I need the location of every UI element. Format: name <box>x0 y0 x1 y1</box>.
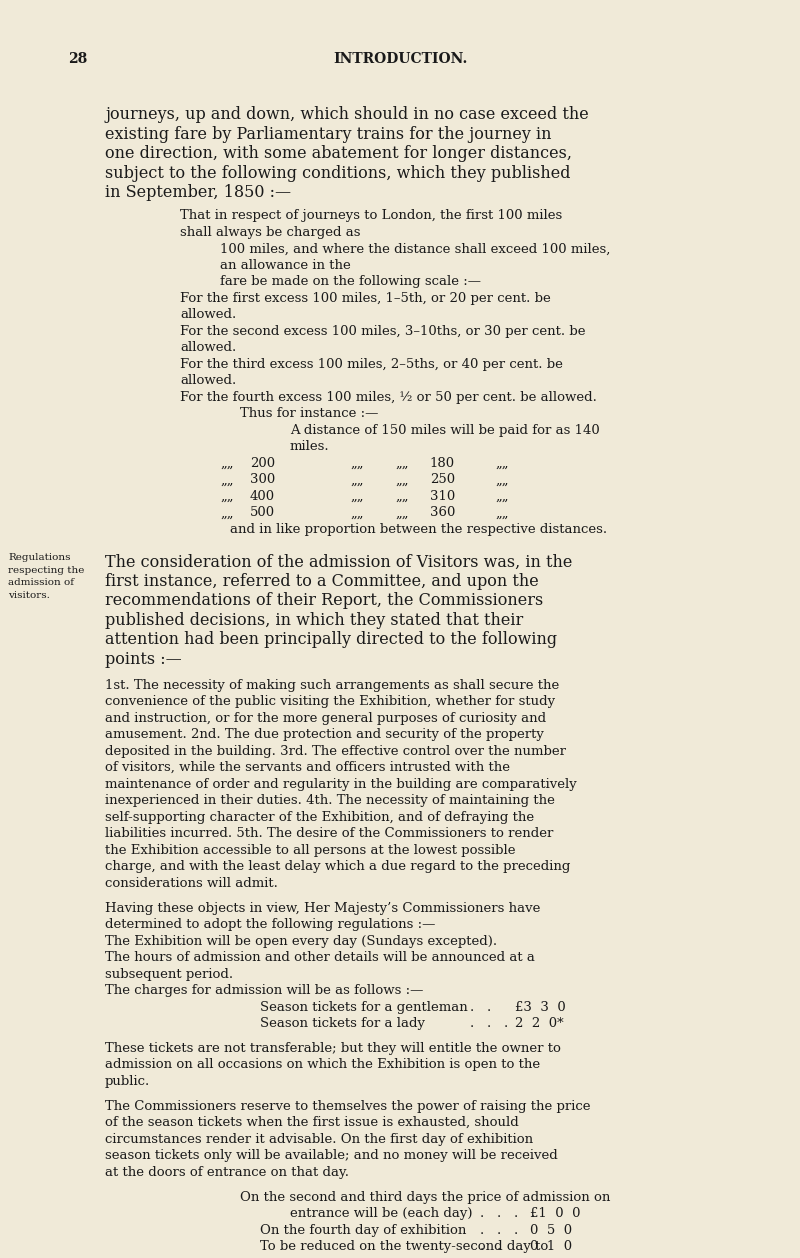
Text: attention had been principally directed to the following: attention had been principally directed … <box>105 632 557 648</box>
Text: On the fourth day of exhibition: On the fourth day of exhibition <box>260 1224 466 1237</box>
Text: convenience of the public visiting the Exhibition, whether for study: convenience of the public visiting the E… <box>105 696 555 708</box>
Text: „„: „„ <box>220 491 234 503</box>
Text: „„: „„ <box>220 457 234 470</box>
Text: subject to the following conditions, which they published: subject to the following conditions, whi… <box>105 165 570 182</box>
Text: journeys, up and down, which should in no case exceed the: journeys, up and down, which should in n… <box>105 107 589 123</box>
Text: These tickets are not transferable; but they will entitle the owner to: These tickets are not transferable; but … <box>105 1042 561 1055</box>
Text: The hours of admission and other details will be announced at a: The hours of admission and other details… <box>105 951 535 964</box>
Text: Having these objects in view, Her Majesty’s Commissioners have: Having these objects in view, Her Majest… <box>105 902 540 915</box>
Text: 1st. The necessity of making such arrangements as shall secure the: 1st. The necessity of making such arrang… <box>105 679 559 692</box>
Text: 400: 400 <box>250 491 275 503</box>
Text: and in like proportion between the respective distances.: and in like proportion between the respe… <box>230 523 607 536</box>
Text: To be reduced on the twenty-second day to: To be reduced on the twenty-second day t… <box>260 1240 548 1253</box>
Text: For the first excess 100 miles, 1–5th, or 20 per cent. be: For the first excess 100 miles, 1–5th, o… <box>180 292 550 304</box>
Text: 0  5  0: 0 5 0 <box>530 1224 572 1237</box>
Text: allowed.: allowed. <box>180 308 236 322</box>
Text: .   .   .   .: . . . . <box>480 1208 535 1220</box>
Text: charge, and with the least delay which a due regard to the preceding: charge, and with the least delay which a… <box>105 860 570 873</box>
Text: published decisions, in which they stated that their: published decisions, in which they state… <box>105 611 523 629</box>
Text: 500: 500 <box>250 507 275 520</box>
Text: maintenance of order and regularity in the building are comparatively: maintenance of order and regularity in t… <box>105 777 577 791</box>
Text: season tickets only will be available; and no money will be received: season tickets only will be available; a… <box>105 1150 558 1162</box>
Text: at the doors of entrance on that day.: at the doors of entrance on that day. <box>105 1166 349 1179</box>
Text: Regulations
respecting the
admission of
visitors.: Regulations respecting the admission of … <box>8 554 84 600</box>
Text: „„: „„ <box>395 507 409 520</box>
Text: „„: „„ <box>350 457 363 470</box>
Text: an allowance in the: an allowance in the <box>220 259 350 272</box>
Text: considerations will admit.: considerations will admit. <box>105 877 278 889</box>
Text: For the fourth excess 100 miles, ½ or 50 per cent. be allowed.: For the fourth excess 100 miles, ½ or 50… <box>180 391 597 404</box>
Text: 2  2  0*: 2 2 0* <box>515 1016 564 1030</box>
Text: .   .   .: . . . <box>480 1224 518 1237</box>
Text: fare be made on the following scale :—: fare be made on the following scale :— <box>220 276 481 288</box>
Text: liabilities incurred. 5th. The desire of the Commissioners to render: liabilities incurred. 5th. The desire of… <box>105 828 554 840</box>
Text: .   .   .: . . . <box>470 1016 508 1030</box>
Text: inexperienced in their duties. 4th. The necessity of maintaining the: inexperienced in their duties. 4th. The … <box>105 794 555 808</box>
Text: „„: „„ <box>395 491 409 503</box>
Text: entrance will be (each day): entrance will be (each day) <box>290 1208 473 1220</box>
Text: 28: 28 <box>68 52 87 65</box>
Text: subsequent period.: subsequent period. <box>105 967 233 980</box>
Text: „„: „„ <box>495 473 509 487</box>
Text: allowed.: allowed. <box>180 341 236 355</box>
Text: „„: „„ <box>495 457 509 470</box>
Text: 310: 310 <box>430 491 455 503</box>
Text: £3  3  0: £3 3 0 <box>515 1000 566 1014</box>
Text: „„: „„ <box>495 507 509 520</box>
Text: That in respect of journeys to London, the first 100 miles: That in respect of journeys to London, t… <box>180 210 562 223</box>
Text: of visitors, while the servants and officers intrusted with the: of visitors, while the servants and offi… <box>105 761 510 774</box>
Text: existing fare by Parliamentary trains for the journey in: existing fare by Parliamentary trains fo… <box>105 126 551 143</box>
Text: „„: „„ <box>220 473 234 487</box>
Text: the Exhibition accessible to all persons at the lowest possible: the Exhibition accessible to all persons… <box>105 844 515 857</box>
Text: For the second excess 100 miles, 3–10ths, or 30 per cent. be: For the second excess 100 miles, 3–10ths… <box>180 325 586 338</box>
Text: 360: 360 <box>430 507 455 520</box>
Text: 100 miles, and where the distance shall exceed 100 miles,: 100 miles, and where the distance shall … <box>220 243 610 255</box>
Text: public.: public. <box>105 1074 150 1088</box>
Text: Thus for instance :—: Thus for instance :— <box>240 408 378 420</box>
Text: circumstances render it advisable. On the first day of exhibition: circumstances render it advisable. On th… <box>105 1132 533 1146</box>
Text: 180: 180 <box>430 457 455 470</box>
Text: admission on all occasions on which the Exhibition is open to the: admission on all occasions on which the … <box>105 1058 540 1072</box>
Text: „„: „„ <box>220 507 234 520</box>
Text: „„: „„ <box>495 491 509 503</box>
Text: A distance of 150 miles will be paid for as 140: A distance of 150 miles will be paid for… <box>290 424 600 437</box>
Text: first instance, referred to a Committee, and upon the: first instance, referred to a Committee,… <box>105 572 538 590</box>
Text: and instruction, or for the more general purposes of curiosity and: and instruction, or for the more general… <box>105 712 546 725</box>
Text: 0  1  0: 0 1 0 <box>530 1240 572 1253</box>
Text: 300: 300 <box>250 473 275 487</box>
Text: The Commissioners reserve to themselves the power of raising the price: The Commissioners reserve to themselves … <box>105 1099 590 1113</box>
Text: Season tickets for a lady: Season tickets for a lady <box>260 1016 425 1030</box>
Text: „„: „„ <box>395 457 409 470</box>
Text: allowed.: allowed. <box>180 375 236 387</box>
Text: The consideration of the admission of Visitors was, in the: The consideration of the admission of Vi… <box>105 554 572 570</box>
Text: INTRODUCTION.: INTRODUCTION. <box>333 52 467 65</box>
Text: £1  0  0: £1 0 0 <box>530 1208 581 1220</box>
Text: determined to adopt the following regulations :—: determined to adopt the following regula… <box>105 918 435 931</box>
Text: .   .: . . <box>470 1000 491 1014</box>
Text: „„: „„ <box>350 507 363 520</box>
Text: self-supporting character of the Exhibition, and of defraying the: self-supporting character of the Exhibit… <box>105 810 534 824</box>
Text: 200: 200 <box>250 457 275 470</box>
Text: Season tickets for a gentleman: Season tickets for a gentleman <box>260 1000 468 1014</box>
Text: For the third excess 100 miles, 2–5ths, or 40 per cent. be: For the third excess 100 miles, 2–5ths, … <box>180 359 563 371</box>
Text: „„: „„ <box>395 473 409 487</box>
Text: deposited in the building. 3rd. The effective control over the number: deposited in the building. 3rd. The effe… <box>105 745 566 757</box>
Text: points :—: points :— <box>105 650 182 668</box>
Text: recommendations of their Report, the Commissioners: recommendations of their Report, the Com… <box>105 593 543 609</box>
Text: 250: 250 <box>430 473 455 487</box>
Text: .   .: . . <box>480 1240 502 1253</box>
Text: „„: „„ <box>350 491 363 503</box>
Text: The charges for admission will be as follows :—: The charges for admission will be as fol… <box>105 984 423 998</box>
Text: one direction, with some abatement for longer distances,: one direction, with some abatement for l… <box>105 146 572 162</box>
Text: of the season tickets when the first issue is exhausted, should: of the season tickets when the first iss… <box>105 1116 518 1130</box>
Text: shall always be charged as: shall always be charged as <box>180 226 361 239</box>
Text: „„: „„ <box>350 473 363 487</box>
Text: The Exhibition will be open every day (Sundays excepted).: The Exhibition will be open every day (S… <box>105 935 497 947</box>
Text: miles.: miles. <box>290 440 330 453</box>
Text: amusement. 2nd. The due protection and security of the property: amusement. 2nd. The due protection and s… <box>105 728 544 741</box>
Text: On the second and third days the price of admission on: On the second and third days the price o… <box>240 1190 610 1204</box>
Text: in September, 1850 :—: in September, 1850 :— <box>105 185 291 201</box>
